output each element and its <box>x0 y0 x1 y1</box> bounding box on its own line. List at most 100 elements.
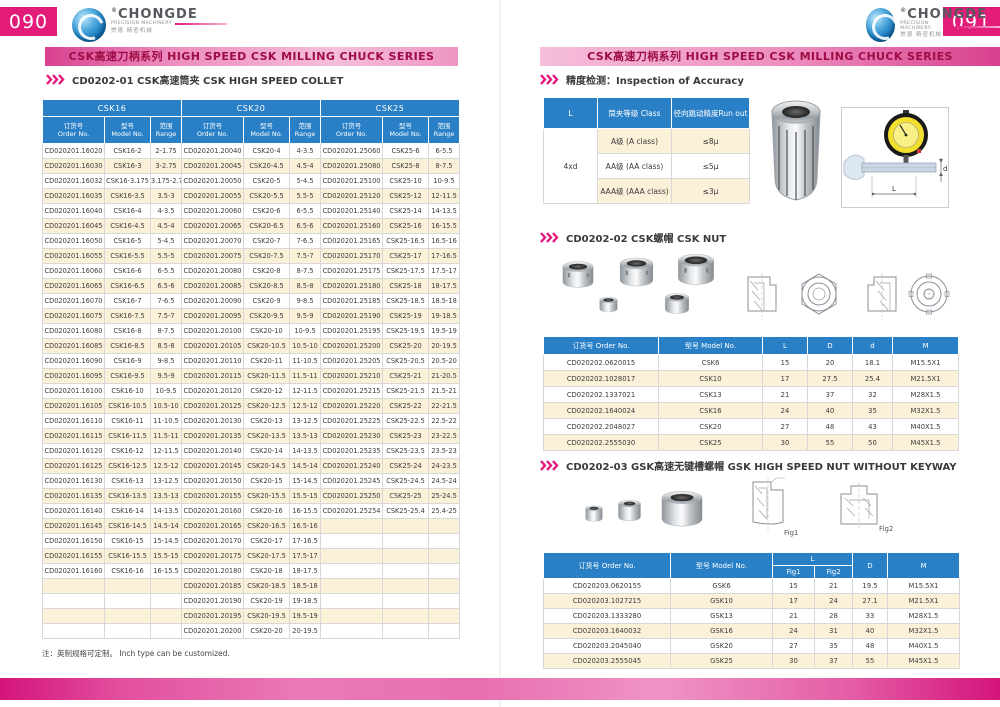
brand-text: ®CHONGDE PRECISION MACHINERY 崇德 精密机械 <box>900 8 1000 39</box>
table-cell: 11-10.5 <box>149 413 183 429</box>
table-cell: CSK20-10 <box>243 323 291 339</box>
table-cell: 17.5-17 <box>428 263 461 279</box>
table-cell: CSK25-19.5 <box>382 323 430 339</box>
table-cell: 19.5-19 <box>428 323 461 339</box>
section-title-text: CD0202-03 GSK高速无键槽螺帽 GSK HIGH SPEED NUT … <box>566 462 957 473</box>
table-cell: 48 <box>852 638 888 654</box>
table-cell: 12.5-12 <box>149 458 183 474</box>
table-cell: CD020201.25220 <box>320 398 384 414</box>
runout-diagram-drawing: d L <box>843 110 947 198</box>
series-banner: CSK高速刀柄系列 HIGH SPEED CSK MILLING CHUCK S… <box>540 47 1000 66</box>
table-cell: M40X1.5 <box>892 418 959 435</box>
table-cell: CSK20-19.5 <box>243 608 291 624</box>
table-cell: 6.5-6 <box>149 278 183 294</box>
table-cell: CD020201.20090 <box>181 293 245 309</box>
table-row: CD020201.16145 CSK16-14.5 14.5-14 CD020201.… <box>42 518 461 534</box>
table-cell: 22.5-22 <box>428 413 461 429</box>
table-cell: CSK20-12.5 <box>243 398 291 414</box>
table-cell: CD020201.16045 <box>42 218 105 234</box>
table-row: CD020201.16150 CSK16-15 15-14.5 CD020201.20… <box>42 533 461 549</box>
table-cell: 17-16.5 <box>289 533 322 549</box>
table-row: CD020201.16055 CSK16-5.5 5.5-5 CD020201.200… <box>42 248 461 264</box>
table-cell: CSK20-12 <box>243 383 291 399</box>
table-row: CD020201.16035 CSK16-3.5 3.5-3 CD020201.200… <box>42 188 461 204</box>
table-cell: M15.5X1 <box>892 354 959 371</box>
table-cell: CD020201.16085 <box>42 338 105 354</box>
fig1-caption: Fig1 <box>784 529 799 537</box>
table-row: CD020201.16070 CSK16-7 7-6.5 CD020201.20090… <box>42 293 461 309</box>
header-m: M <box>892 336 959 355</box>
table-cell <box>428 578 461 594</box>
table-cell: CD020201.20060 <box>181 203 245 219</box>
table-cell: CD020201.20145 <box>181 458 245 474</box>
table-row: CD020201.20195 CSK20-19.5 19.5-19 <box>42 608 461 624</box>
table-cell: CSK16-8.5 <box>104 338 151 354</box>
table-cell: 7.5-7 <box>149 308 183 324</box>
table-cell: 25.4-25 <box>428 503 461 519</box>
table-cell: CSK25-18.5 <box>382 293 430 309</box>
table-cell: CSK16-11 <box>104 413 151 429</box>
table-cell: CSK16-9 <box>104 353 151 369</box>
gsk-nut-fig2-drawing <box>840 482 878 530</box>
table-row: CD020201.16105 CSK16-10.5 10.5-10 CD020201.… <box>42 398 461 414</box>
table-cell: CD020201.16160 <box>42 563 105 579</box>
table-row: CD020201.20200 CSK20-20 20-19.5 <box>42 623 461 639</box>
table-cell: 30 <box>762 434 808 451</box>
table-cell <box>104 593 151 609</box>
gsk-nut-table: 订货号 Order No. 型号 Model No. L D M Fig1 Fi… <box>543 552 960 669</box>
csk-nut-photo <box>599 296 618 313</box>
table-cell: M15.5X1 <box>887 578 960 594</box>
table-row: CD020201.16050 CSK16-5 5-4.5 CD020201.20070… <box>42 233 461 249</box>
table-cell: CSK25-14 <box>382 203 430 219</box>
table-cell: 18.5-18 <box>428 293 461 309</box>
table-cell: CD020201.25060 <box>320 143 384 159</box>
table-cell: 24-23.5 <box>428 458 461 474</box>
table-cell: M32X1.5 <box>892 402 959 419</box>
table-cell <box>428 518 461 534</box>
table-cell: CD020201.25190 <box>320 308 384 324</box>
table-cell <box>42 608 105 624</box>
table-cell: CD020201.25195 <box>320 323 384 339</box>
table-cell: CD020201.20190 <box>181 593 245 609</box>
table-cell: CD020202.1337021 <box>543 386 659 403</box>
table-cell: CD020201.25180 <box>320 278 384 294</box>
table-cell <box>320 578 384 594</box>
dim-l-label: L <box>892 185 896 193</box>
table-row: CD020203.1333280 GSK13 21 28 33 M28X1.5 <box>543 608 960 624</box>
table-cell: CD020201.16020 <box>42 143 105 159</box>
csk-nut-photo <box>562 261 594 288</box>
csk-nut-table: 订货号 Order No. 型号 Model No. L D d M CD020… <box>543 336 959 451</box>
table-cell: CD020201.25140 <box>320 203 384 219</box>
table-cell: CSK16-15.5 <box>104 548 151 564</box>
csk-nut-section-drawing <box>867 273 897 317</box>
table-cell: CD020201.25185 <box>320 293 384 309</box>
table-cell: 4-3.5 <box>289 143 322 159</box>
column-header-order: 订货号 Order No. <box>320 116 384 144</box>
table-cell: CD020201.20185 <box>181 578 245 594</box>
table-cell: 8-7.5 <box>149 323 183 339</box>
table-cell: CSK16-3.175 <box>104 173 151 189</box>
header-class: 筒夹等级 Class <box>597 97 672 129</box>
accuracy-table: L 筒夹等级 Class 径向跳动精度Run out 4xd A级 (A cla… <box>543 97 750 204</box>
table-cell: CSK20-7.5 <box>243 248 291 264</box>
table-cell: CD020201.20135 <box>181 428 245 444</box>
table-cell: 21-20.5 <box>428 368 461 384</box>
table-cell: CSK20-11.5 <box>243 368 291 384</box>
table-cell: 19-18.5 <box>428 308 461 324</box>
table-cell: 20-19.5 <box>428 338 461 354</box>
table-cell: 14.5-14 <box>149 518 183 534</box>
table-cell: CD020201.20120 <box>181 383 245 399</box>
header-d-cap: D <box>807 336 853 355</box>
table-cell: CSK25-8 <box>382 158 430 174</box>
table-cell <box>42 623 105 639</box>
table-row: CD020201.16110 CSK16-11 11-10.5 CD020201.20… <box>42 413 461 429</box>
table-cell: 24 <box>814 593 853 609</box>
table-cell: M45X1.5 <box>892 434 959 451</box>
table-cell: GSK13 <box>670 608 773 624</box>
table-cell <box>104 623 151 639</box>
table-cell: CD020201.16060 <box>42 263 105 279</box>
table-cell: CSK20-17 <box>243 533 291 549</box>
section-chevron-icon <box>540 460 559 471</box>
table-cell: CD020201.25120 <box>320 188 384 204</box>
runout-cell: ≤8μ <box>671 128 750 154</box>
